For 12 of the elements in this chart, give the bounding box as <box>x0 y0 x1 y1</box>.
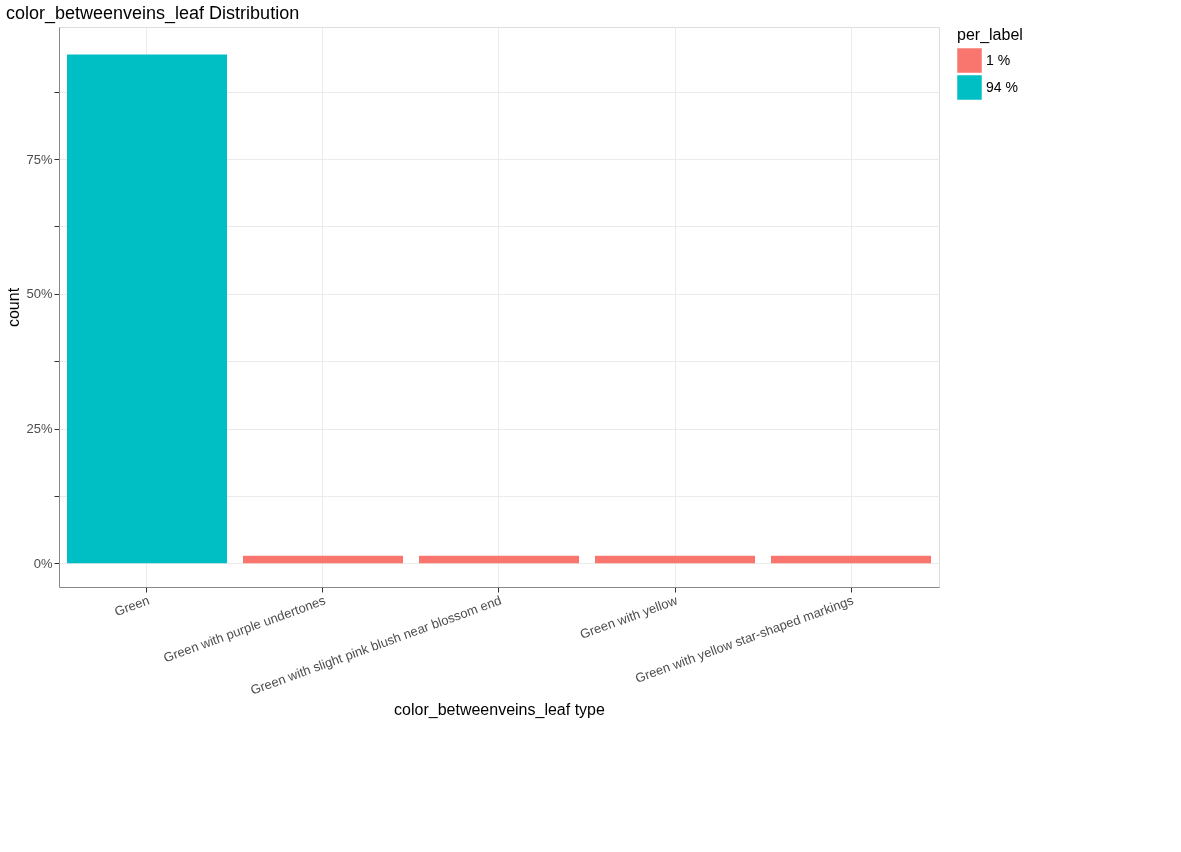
legend-label: 1 % <box>986 51 1011 68</box>
y-axis-title: count <box>5 287 23 328</box>
x-tick-label: Green with yellow <box>577 592 681 642</box>
chart-title: color_betweenveins_leaf Distribution <box>5 3 300 24</box>
y-tick-label: 75% <box>26 151 53 167</box>
legend-label: 94 % <box>986 78 1018 95</box>
legend-title: per_label <box>957 26 1023 44</box>
x-axis-title: color_betweenveins_leaf type <box>394 700 605 719</box>
y-tick-label: 25% <box>26 421 53 437</box>
y-tick-label: 0% <box>33 555 53 571</box>
x-tick-label: Green <box>112 592 152 620</box>
y-tick-label: 50% <box>26 286 53 302</box>
